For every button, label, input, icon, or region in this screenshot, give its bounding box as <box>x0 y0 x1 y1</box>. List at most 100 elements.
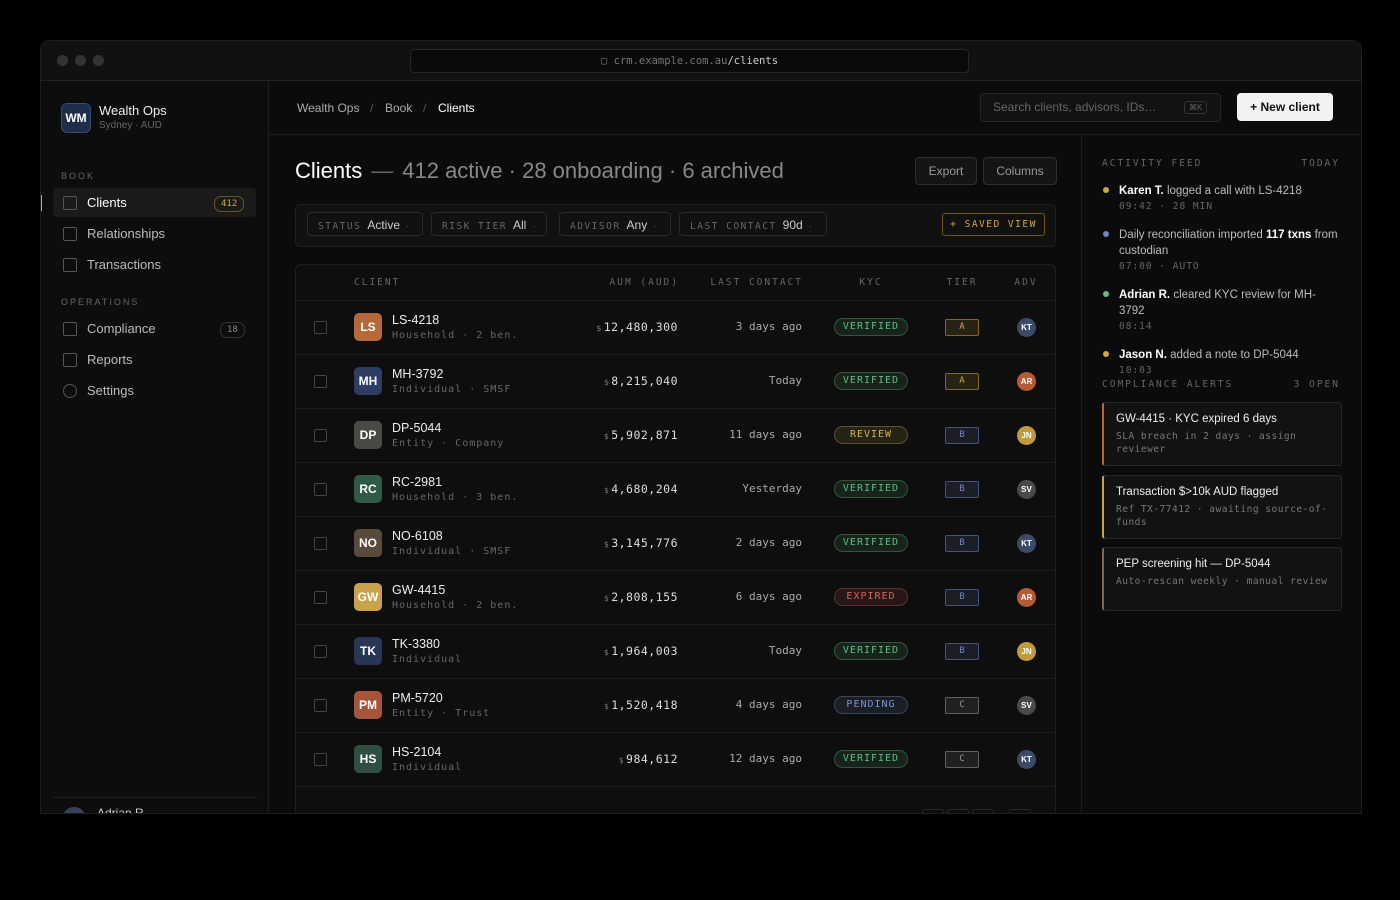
user-avatar <box>62 807 86 813</box>
filter-chip[interactable]: STATUS Active · <box>307 212 423 236</box>
nav-label[interactable]: Transactions <box>87 257 161 272</box>
column-header: CLIENT <box>354 277 401 288</box>
row-checkbox[interactable] <box>314 699 327 712</box>
dot <box>75 55 86 66</box>
row-checkbox[interactable] <box>314 591 327 604</box>
client-id[interactable]: LS-4218 <box>392 313 440 327</box>
breadcrumb[interactable]: Wealth Ops <box>297 101 360 115</box>
alert-card[interactable] <box>1102 547 1342 611</box>
row[interactable] <box>296 624 1054 678</box>
client-avatar: NO <box>354 529 382 557</box>
row-checkbox[interactable] <box>314 483 327 496</box>
kyc-badge: REVIEW <box>834 426 908 444</box>
column-header: AUM (AUD) <box>609 277 679 288</box>
tier-badge: B <box>945 643 979 660</box>
feed-dot <box>1103 231 1109 237</box>
topbar-border <box>269 134 1361 135</box>
kyc-badge: EXPIRED <box>834 588 908 606</box>
row-checkbox[interactable] <box>314 321 327 334</box>
client-id[interactable]: NO-6108 <box>392 529 443 543</box>
row-checkbox[interactable] <box>314 753 327 766</box>
row[interactable] <box>296 570 1054 624</box>
filter-label: ADVISOR <box>570 221 621 232</box>
client-sub: Household · 3 ben. <box>392 492 519 503</box>
alert-card[interactable] <box>1102 402 1342 466</box>
alert-card[interactable] <box>1102 475 1342 539</box>
row[interactable] <box>296 354 1054 408</box>
aum-value: 1,520,418 <box>611 698 678 712</box>
table <box>295 264 1056 813</box>
tier-badge: C <box>945 697 979 714</box>
last-contact: 12 days ago <box>729 752 802 765</box>
nav-icon <box>63 196 77 210</box>
client-id[interactable]: GW-4415 <box>392 583 446 597</box>
nav-label[interactable]: Compliance <box>87 321 156 336</box>
client-sub: Individual · SMSF <box>392 384 512 395</box>
nav-icon <box>63 322 77 336</box>
client-avatar: RC <box>354 475 382 503</box>
client-id[interactable]: MH-3792 <box>392 367 444 381</box>
row[interactable] <box>296 732 1054 786</box>
row[interactable] <box>296 462 1054 516</box>
client-id[interactable]: RC-2981 <box>392 475 443 489</box>
nav-badge: 412 <box>214 196 245 212</box>
filter-chip[interactable]: RISK TIER All · <box>431 212 547 236</box>
search-placeholder: Search clients, advisors, IDs… <box>993 100 1157 114</box>
alert-title: PEP screening hit — DP-5044 <box>1116 558 1271 570</box>
currency: $ <box>618 756 625 765</box>
saved-view-button[interactable]: + SAVED VIEW <box>942 213 1045 236</box>
breadcrumb[interactable]: Book <box>385 101 413 115</box>
nav-badge: 18 <box>220 322 245 338</box>
aum: $12,480,300 <box>596 320 678 334</box>
filter-chip[interactable]: ADVISOR Any · <box>559 212 671 236</box>
aum-value: 8,215,040 <box>611 374 678 388</box>
page-button[interactable] <box>1009 809 1031 813</box>
breadcrumb[interactable]: Clients <box>438 101 475 115</box>
nav-icon <box>63 384 77 398</box>
heading-summary: 412 active · 28 onboarding · 6 archived <box>402 158 784 183</box>
header-button[interactable]: Columns <box>983 157 1057 185</box>
row[interactable] <box>296 678 1054 732</box>
aum-value: 3,145,776 <box>611 536 678 550</box>
new-client-button[interactable]: + New client <box>1237 93 1333 121</box>
nav-icon <box>63 227 77 241</box>
page-button[interactable] <box>922 809 944 813</box>
page-button[interactable] <box>947 809 969 813</box>
currency: $ <box>603 648 610 657</box>
kyc-badge: VERIFIED <box>834 318 908 336</box>
nav-indicator <box>41 195 42 211</box>
nav-label[interactable]: Reports <box>87 352 133 367</box>
nav-label[interactable]: Clients <box>87 195 127 210</box>
nav-icon <box>63 258 77 272</box>
page-button[interactable] <box>972 809 994 813</box>
last-contact: 11 days ago <box>729 428 802 441</box>
row[interactable] <box>296 300 1054 354</box>
alert-detail: SLA breach in 2 days · assign reviewer <box>1116 431 1297 455</box>
client-id[interactable]: HS-2104 <box>392 745 442 759</box>
client-avatar: LS <box>354 313 382 341</box>
header-button[interactable]: Export <box>915 157 977 185</box>
row[interactable] <box>296 408 1054 462</box>
nav-label[interactable]: Settings <box>87 383 134 398</box>
aum-value: 5,902,871 <box>611 428 678 442</box>
alerts-title: COMPLIANCE ALERTS <box>1102 379 1234 390</box>
aum-value: 12,480,300 <box>603 320 678 334</box>
row[interactable] <box>296 516 1054 570</box>
search-box[interactable] <box>980 93 1221 122</box>
section-title: BOOK <box>61 171 96 181</box>
row-checkbox[interactable] <box>314 645 327 658</box>
filter-label: LAST CONTACT <box>690 221 777 232</box>
client-id[interactable]: DP-5044 <box>392 421 442 435</box>
client-id[interactable]: PM-5720 <box>392 691 443 705</box>
client-id[interactable]: TK-3380 <box>392 637 440 651</box>
url-bar[interactable]: ▢ crm.example.com.au/clients <box>410 49 969 73</box>
row-checkbox[interactable] <box>314 375 327 388</box>
nav-label[interactable]: Relationships <box>87 226 166 241</box>
row-checkbox[interactable] <box>314 537 327 550</box>
tier-badge: C <box>945 751 979 768</box>
aum-value: 2,808,155 <box>611 590 678 604</box>
filter-chip[interactable]: LAST CONTACT 90d · <box>679 212 827 236</box>
row-checkbox[interactable] <box>314 429 327 442</box>
feed-part: Karen T. <box>1119 185 1164 197</box>
filter-caret: · <box>532 221 536 232</box>
